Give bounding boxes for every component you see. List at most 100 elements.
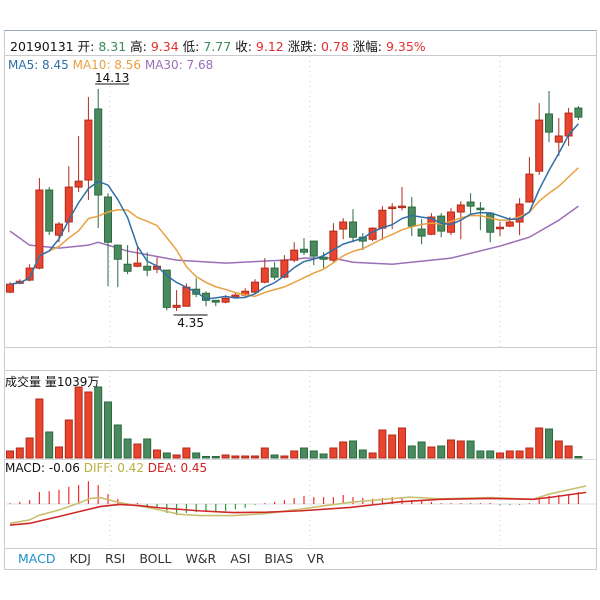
dea-value: DEA: 0.45 — [147, 461, 208, 475]
candle-body — [427, 216, 436, 235]
candle-body — [378, 209, 387, 229]
candle — [545, 91, 553, 143]
candle-body — [574, 107, 583, 118]
volume-bar — [55, 446, 63, 459]
candle — [84, 96, 93, 200]
candle-body — [84, 119, 93, 181]
candle — [486, 212, 495, 243]
candle-body — [104, 196, 112, 243]
candle-body — [25, 267, 34, 281]
dea-line — [9, 491, 587, 526]
tab-wr[interactable]: W&R — [185, 551, 217, 566]
candle-body — [45, 189, 54, 232]
tab-asi[interactable]: ASI — [230, 551, 251, 566]
high-label: 高: — [130, 39, 147, 54]
tab-boll[interactable]: BOLL — [139, 551, 172, 566]
high-value: 9.34 — [150, 39, 179, 54]
candle — [35, 177, 44, 270]
volume-bar — [554, 440, 563, 459]
price-panel-divider — [5, 347, 596, 348]
volume-bar — [15, 447, 24, 459]
candle-body — [309, 240, 318, 257]
candle — [123, 245, 132, 275]
candle — [398, 187, 406, 211]
candle — [349, 209, 357, 243]
ma-legend: MA5: 8.45 MA10: 8.56 MA30: 7.68 — [8, 58, 213, 72]
candle-body — [388, 206, 397, 210]
candle — [74, 135, 83, 193]
close-value: 9.12 — [255, 39, 284, 54]
candle-body — [162, 269, 171, 308]
candle-body — [398, 205, 406, 209]
volume-bar — [241, 455, 250, 459]
volume-bar — [153, 449, 161, 459]
candle-body — [466, 201, 475, 207]
candle — [339, 218, 348, 240]
volume-bar — [113, 424, 122, 459]
ma30-legend: MA30: 7.68 — [144, 58, 214, 72]
pct-label: 涨幅: — [352, 39, 382, 54]
candle — [260, 258, 269, 284]
candle-body — [55, 223, 63, 236]
volume-bar — [35, 398, 44, 459]
candle — [94, 89, 103, 229]
volume-bar — [104, 401, 112, 459]
close-label: 收: — [235, 39, 252, 54]
volume-bar — [202, 456, 210, 459]
macd-value: MACD: -0.06 — [5, 461, 80, 475]
open-value: 8.31 — [98, 39, 127, 54]
candle — [300, 238, 308, 256]
volume-bar — [388, 434, 397, 459]
volume-bar — [192, 452, 201, 459]
ma10-line — [9, 167, 579, 298]
volume-bar — [339, 441, 348, 459]
volume-bar — [260, 447, 269, 459]
tabs-divider — [5, 548, 596, 549]
candle — [574, 106, 583, 121]
candle — [45, 187, 54, 236]
quote-date: 20190131 — [10, 39, 74, 54]
candle — [535, 103, 544, 176]
candle — [133, 247, 142, 268]
candle — [427, 213, 436, 236]
volume-bar — [84, 391, 93, 459]
volume-bar — [251, 455, 259, 459]
tab-rsi[interactable]: RSI — [105, 551, 126, 566]
candle — [290, 242, 299, 263]
quote-header: 20190131 开: 8.31 高: 9.34 低: 7.77 收: 9.12… — [10, 36, 426, 55]
tab-vr[interactable]: VR — [307, 551, 325, 566]
candle — [417, 219, 426, 245]
candle-body — [113, 244, 122, 260]
volume-bar — [143, 438, 152, 459]
volume-bar — [94, 386, 103, 459]
candle-body — [525, 173, 534, 203]
tab-kdj[interactable]: KDJ — [69, 551, 91, 566]
tab-macd[interactable]: MACD — [18, 551, 56, 566]
candle-body — [554, 135, 563, 143]
candle — [496, 222, 504, 237]
volume-bar — [407, 445, 416, 459]
indicator-tabs: MACD KDJ RSI BOLL W&R ASI BIAS VR — [18, 551, 338, 566]
candle-body — [94, 108, 103, 196]
chart-frame — [4, 30, 597, 570]
candle — [270, 262, 279, 281]
volume-bottom-divider — [5, 459, 596, 460]
candle-body — [6, 283, 14, 293]
candle-body — [417, 228, 426, 237]
volume-bar — [486, 450, 495, 459]
low-label: 低: — [182, 39, 200, 54]
volume-bar — [64, 419, 73, 459]
volume-bar — [280, 455, 289, 459]
volume-bar — [74, 386, 83, 459]
volume-bar — [574, 456, 583, 459]
volume-bar — [329, 447, 338, 459]
candle-body — [476, 207, 485, 211]
candle-body — [319, 256, 328, 260]
max-price-label: 14.13 — [95, 71, 129, 85]
candle-body — [74, 180, 83, 188]
candle-body — [270, 267, 279, 278]
tab-bias[interactable]: BIAS — [264, 551, 294, 566]
volume-bar — [447, 439, 455, 459]
candle-body — [545, 113, 553, 133]
